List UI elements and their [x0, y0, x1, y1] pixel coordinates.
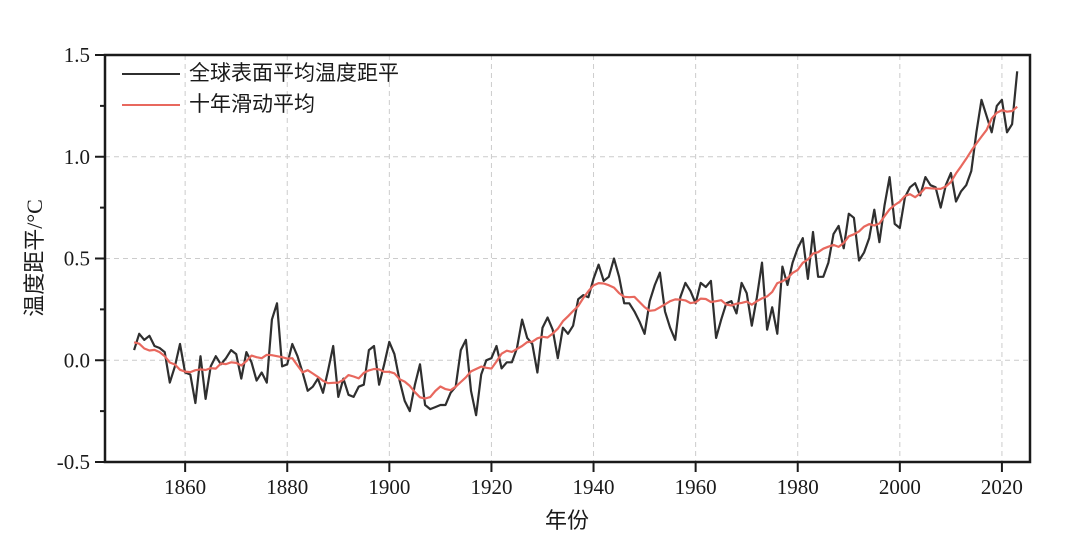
moving-average-line — [133, 105, 1018, 400]
legend-label-annual: 全球表面平均温度距平 — [189, 61, 399, 85]
y-tick-label: 0.5 — [64, 247, 90, 271]
annual-series-line — [133, 71, 1019, 417]
legend-item-moving-average: 十年滑动平均 — [122, 89, 399, 120]
legend: 全球表面平均温度距平 十年滑动平均 — [122, 58, 399, 120]
y-tick-label: 1.5 — [64, 43, 90, 67]
x-tick-label: 1980 — [777, 475, 819, 499]
x-tick-label: 1960 — [675, 475, 717, 499]
legend-item-annual: 全球表面平均温度距平 — [122, 58, 399, 89]
x-tick-label: 2000 — [879, 475, 921, 499]
y-tick-label: -0.5 — [57, 450, 90, 474]
x-tick-label: 1920 — [470, 475, 512, 499]
y-tick-label: 0.0 — [64, 348, 90, 372]
x-axis-title: 年份 — [544, 508, 590, 533]
legend-label-moving-average: 十年滑动平均 — [189, 92, 315, 116]
moving-average-line-swatch — [122, 103, 180, 106]
x-tick-label: 1900 — [368, 475, 410, 499]
y-axis-title: 温度距平/°C — [22, 199, 47, 317]
plot-border — [103, 53, 1032, 464]
x-tick-label: 2020 — [981, 475, 1023, 499]
x-tick-label: 1940 — [573, 475, 615, 499]
x-tick-label: 1860 — [164, 475, 206, 499]
annual-series-line-swatch — [122, 72, 180, 75]
y-tick-label: 1.0 — [64, 145, 90, 169]
x-tick-label: 1880 — [266, 475, 308, 499]
